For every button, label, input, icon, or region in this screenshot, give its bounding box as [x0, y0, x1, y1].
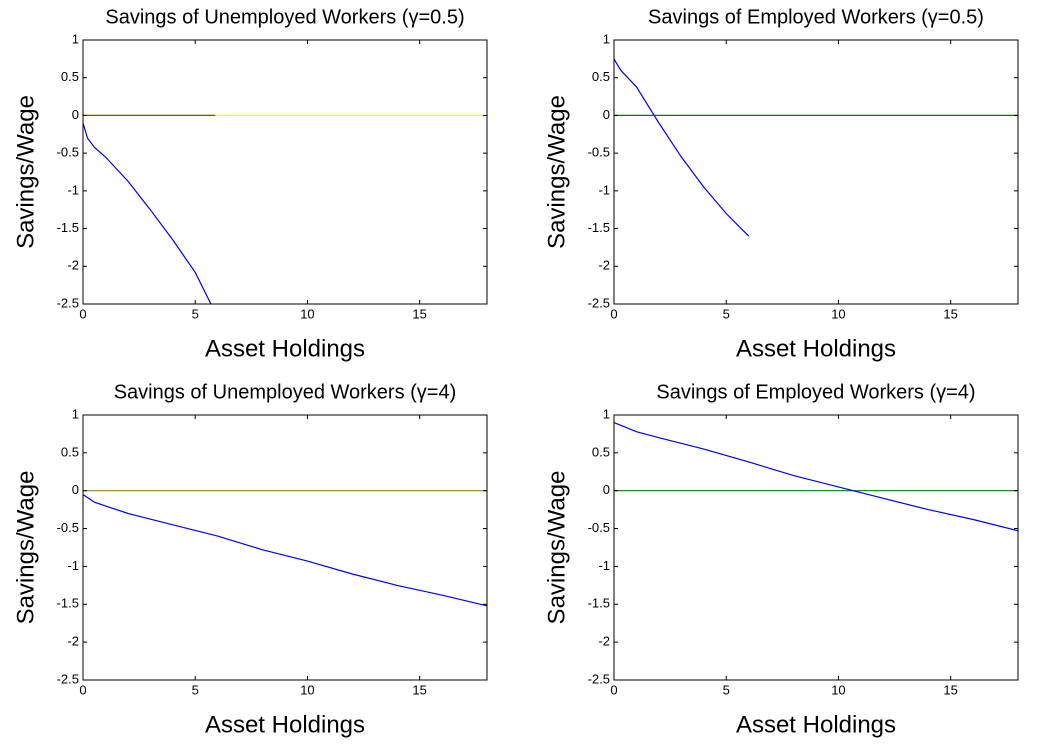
y-tick-label: 0.5	[61, 444, 79, 459]
axes-box	[82, 414, 488, 681]
x-axis-label: Asset Holdings	[736, 335, 896, 362]
y-tick-label: -1	[598, 182, 610, 197]
chart-title: Savings of Employed Workers (γ=0.5)	[648, 6, 984, 28]
y-tick-label: 0	[72, 107, 79, 122]
x-tick-label: 5	[192, 306, 199, 321]
x-tick-label: 15	[943, 306, 957, 321]
y-tick-label: -1.5	[588, 596, 610, 611]
y-tick-label: -1.5	[57, 220, 79, 235]
x-tick-label: 10	[300, 306, 314, 321]
x-tick-label: 0	[610, 306, 617, 321]
axes-box	[613, 39, 1019, 305]
chart-title: Savings of Unemployed Workers (γ=0.5)	[105, 6, 464, 28]
chart-title: Savings of Unemployed Workers (γ=4)	[114, 381, 457, 403]
y-tick-label: 0.5	[592, 444, 610, 459]
y-tick-label: -2.5	[588, 671, 610, 686]
plot-area	[614, 40, 1018, 304]
x-axis-label: Asset Holdings	[205, 711, 365, 738]
y-tick-label: -2	[598, 258, 610, 273]
axes-box	[82, 39, 488, 305]
plot-area	[83, 40, 487, 304]
y-tick-label: -1	[598, 558, 610, 573]
y-axis-label: Savings/Wage	[543, 95, 570, 249]
y-tick-label: 1	[603, 31, 610, 46]
x-tick-label: 0	[79, 306, 86, 321]
x-tick-label: 15	[412, 306, 426, 321]
y-tick-label: -1	[67, 182, 79, 197]
x-axis-label: Asset Holdings	[736, 711, 896, 738]
plot-area	[83, 415, 487, 680]
y-tick-label: 1	[603, 406, 610, 421]
y-tick-label: 0	[603, 482, 610, 497]
y-tick-label: -2.5	[57, 295, 79, 310]
axes-box	[613, 414, 1019, 681]
y-tick-label: 0.5	[592, 69, 610, 84]
y-tick-label: -2	[598, 634, 610, 649]
x-tick-label: 10	[831, 306, 845, 321]
y-tick-label: 1	[72, 406, 79, 421]
y-axis-label: Savings/Wage	[543, 471, 570, 625]
y-axis-label: Savings/Wage	[12, 471, 39, 625]
y-tick-label: -1	[67, 558, 79, 573]
y-tick-label: -2.5	[57, 671, 79, 686]
series-line	[613, 422, 1019, 532]
x-tick-label: 15	[943, 682, 957, 697]
y-tick-label: -0.5	[588, 145, 610, 160]
y-tick-label: -0.5	[57, 520, 79, 535]
series-line	[613, 58, 750, 237]
x-tick-label: 10	[300, 682, 314, 697]
chart-title: Savings of Employed Workers (γ=4)	[656, 381, 975, 403]
x-axis-label: Asset Holdings	[205, 335, 365, 362]
plot-area	[614, 415, 1018, 680]
x-tick-label: 0	[610, 682, 617, 697]
x-tick-label: 5	[192, 682, 199, 697]
y-tick-label: -0.5	[57, 145, 79, 160]
y-tick-label: -2.5	[588, 295, 610, 310]
y-tick-label: 1	[72, 31, 79, 46]
y-tick-label: -1.5	[57, 596, 79, 611]
y-tick-label: 0	[72, 482, 79, 497]
x-tick-label: 15	[412, 682, 426, 697]
y-tick-label: -1.5	[588, 220, 610, 235]
y-tick-label: 0.5	[61, 69, 79, 84]
y-tick-label: 0	[603, 107, 610, 122]
y-tick-label: -2	[67, 634, 79, 649]
x-tick-label: 5	[723, 682, 730, 697]
x-tick-label: 0	[79, 682, 86, 697]
y-axis-label: Savings/Wage	[12, 95, 39, 249]
series-line	[82, 122, 212, 305]
x-tick-label: 5	[723, 306, 730, 321]
y-tick-label: -0.5	[588, 520, 610, 535]
x-tick-label: 10	[831, 682, 845, 697]
series-line	[82, 494, 488, 607]
y-tick-label: -2	[67, 258, 79, 273]
